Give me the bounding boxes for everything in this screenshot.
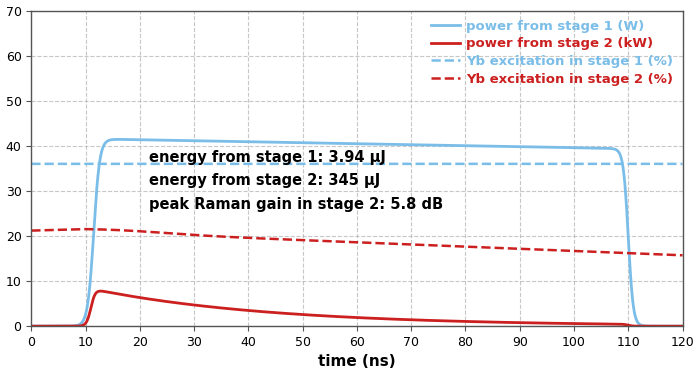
Legend: power from stage 1 (W), power from stage 2 (kW), Yb excitation in stage 1 (%), Y: power from stage 1 (W), power from stage… xyxy=(428,17,676,88)
Yb excitation in stage 2 (%) xyxy=(140,229,148,234)
Yb excitation in stage 2 (%) xyxy=(305,238,314,243)
Yb excitation in stage 2 (%) xyxy=(678,253,687,258)
power from stage 1 (W) xyxy=(666,324,674,328)
Line: Yb excitation in stage 2 (%): Yb excitation in stage 2 (%) xyxy=(32,229,682,255)
Yb excitation in stage 1 (%) xyxy=(596,162,604,166)
Yb excitation in stage 1 (%) xyxy=(678,162,687,166)
Yb excitation in stage 2 (%) xyxy=(102,227,110,232)
Text: energy from stage 1: 3.94 μJ
energy from stage 2: 345 μJ
peak Raman gain in stag: energy from stage 1: 3.94 μJ energy from… xyxy=(148,150,442,212)
power from stage 1 (W) xyxy=(27,324,36,328)
X-axis label: time (ns): time (ns) xyxy=(318,354,395,369)
power from stage 2 (kW) xyxy=(27,324,36,328)
power from stage 2 (kW) xyxy=(102,290,110,294)
power from stage 1 (W) xyxy=(596,146,604,150)
power from stage 1 (W) xyxy=(114,137,122,142)
power from stage 1 (W) xyxy=(678,324,687,328)
Yb excitation in stage 1 (%) xyxy=(666,162,674,166)
power from stage 1 (W) xyxy=(140,138,148,142)
power from stage 2 (kW) xyxy=(140,296,148,301)
power from stage 1 (W) xyxy=(102,141,110,145)
power from stage 2 (kW) xyxy=(666,324,674,328)
Yb excitation in stage 2 (%) xyxy=(277,237,286,242)
power from stage 1 (W) xyxy=(305,141,314,145)
Yb excitation in stage 2 (%) xyxy=(81,227,90,231)
Yb excitation in stage 2 (%) xyxy=(666,252,674,257)
power from stage 2 (kW) xyxy=(97,289,105,293)
Yb excitation in stage 1 (%) xyxy=(27,162,36,166)
power from stage 2 (kW) xyxy=(596,322,604,326)
power from stage 2 (kW) xyxy=(305,313,314,317)
Yb excitation in stage 1 (%) xyxy=(276,162,285,166)
power from stage 2 (kW) xyxy=(678,324,687,328)
Yb excitation in stage 1 (%) xyxy=(140,162,148,166)
Line: power from stage 1 (W): power from stage 1 (W) xyxy=(32,140,682,326)
Line: power from stage 2 (kW): power from stage 2 (kW) xyxy=(32,291,682,326)
Yb excitation in stage 1 (%) xyxy=(305,162,314,166)
power from stage 1 (W) xyxy=(277,140,286,145)
power from stage 2 (kW) xyxy=(277,311,286,315)
Yb excitation in stage 2 (%) xyxy=(27,228,36,233)
Yb excitation in stage 1 (%) xyxy=(102,162,110,166)
Yb excitation in stage 2 (%) xyxy=(596,250,604,254)
